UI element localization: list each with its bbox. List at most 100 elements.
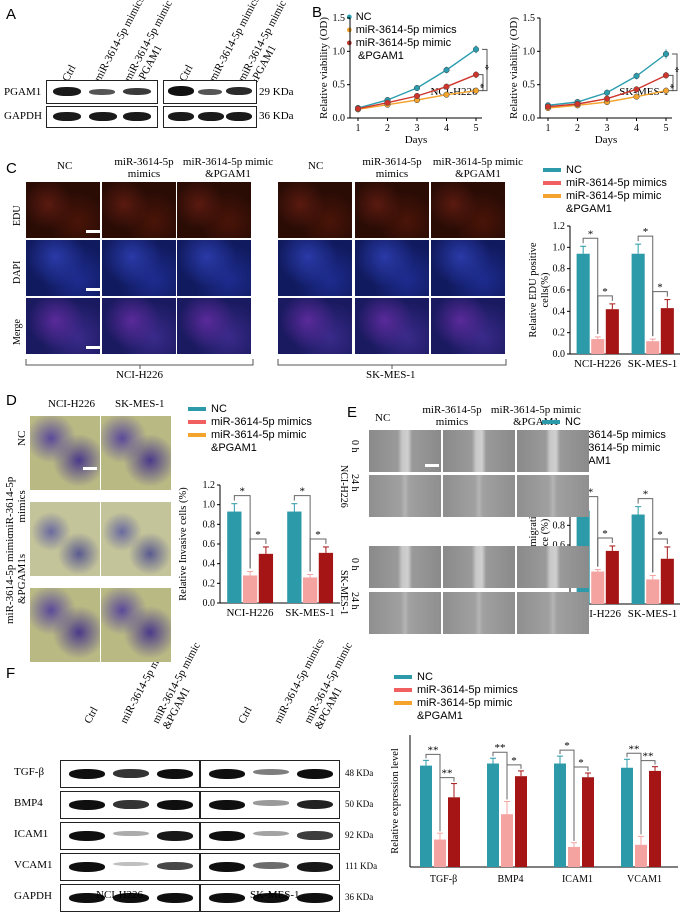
migration-image-tile bbox=[517, 430, 589, 472]
e-time-0h-bottom: 0 h bbox=[349, 558, 360, 571]
a-row-label-gapdh: GAPDH bbox=[4, 110, 42, 122]
data-point bbox=[443, 66, 450, 74]
y-axis-label: distance (%) bbox=[540, 518, 551, 571]
x-tick-label: 2 bbox=[385, 123, 390, 134]
c-legend: NC miR-3614-5p mimics miR-3614-5p mimic … bbox=[543, 164, 667, 216]
c-head-pgam1-right: miR-3614-5p mimic &PGAM1 bbox=[432, 156, 524, 180]
migration-image-tile bbox=[517, 546, 589, 588]
c-head-mimics-right: miR-3614-5p mimics bbox=[362, 156, 422, 180]
bar bbox=[576, 253, 590, 354]
y-tick-label: 0.8 bbox=[553, 264, 566, 275]
bar bbox=[631, 514, 645, 604]
bar bbox=[591, 339, 605, 354]
blot-band bbox=[113, 769, 149, 778]
d-col-nci-h226: NCI-H226 bbox=[48, 398, 96, 410]
edu-image-tile bbox=[26, 298, 100, 354]
bar bbox=[242, 575, 258, 603]
edu-image-tile bbox=[278, 182, 352, 238]
data-point bbox=[354, 105, 362, 112]
f-cell-sk-mes-1: SK-MES-1 bbox=[250, 889, 300, 901]
sig-star: * bbox=[299, 486, 305, 498]
blot-band bbox=[113, 831, 149, 836]
invasion-image-tile bbox=[101, 588, 171, 662]
bar bbox=[605, 309, 619, 354]
bar bbox=[258, 553, 274, 603]
c-cell-nci-h226: NCI-H226 bbox=[116, 369, 164, 381]
migration-image-tile bbox=[369, 475, 441, 517]
bar bbox=[646, 341, 660, 354]
y-tick-label: 0.2 bbox=[553, 328, 566, 339]
a-blot-pgam1-left bbox=[46, 80, 158, 104]
y-axis-label: Relative viability (OD) bbox=[318, 17, 330, 119]
viability-chart-nci-h226: 0.0 0.5 1.0 1.5 1 2 3 4 5 Days Relative viability … bbox=[318, 13, 495, 146]
y-tick-label: 0.5 bbox=[333, 80, 346, 91]
f-blot bbox=[200, 760, 340, 788]
invasion-image-tile bbox=[30, 416, 100, 490]
scale-bar bbox=[86, 230, 100, 233]
category-label: TGF-β bbox=[430, 874, 457, 885]
bar bbox=[515, 776, 527, 867]
sig-bracket bbox=[293, 495, 311, 572]
y-tick-label: 0.6 bbox=[553, 285, 566, 296]
f-blot bbox=[60, 760, 200, 788]
f-blot bbox=[60, 822, 200, 850]
x-tick-label: 4 bbox=[634, 123, 639, 134]
scale-bar bbox=[425, 464, 439, 467]
migration-image-tile bbox=[517, 475, 589, 517]
blot-band bbox=[209, 862, 245, 872]
blot-band bbox=[157, 800, 193, 810]
f-kda-label: 48 KDa bbox=[345, 768, 374, 778]
data-point bbox=[472, 87, 480, 94]
sig-bracket-outer bbox=[482, 48, 488, 92]
y-tick-label: 0.8 bbox=[553, 520, 566, 531]
b-legend: ● NC ● miR-3614-5p mimics ● miR-3614-5p … bbox=[346, 11, 457, 62]
sig-star: ** bbox=[442, 768, 453, 780]
f-blot bbox=[200, 791, 340, 819]
bar bbox=[318, 552, 334, 603]
edu-image-tile bbox=[355, 298, 429, 354]
y-tick-label: 0.6 bbox=[553, 540, 566, 551]
blot-band bbox=[113, 800, 149, 809]
b-legend-mimic-pgam1: miR-3614-5p mimic bbox=[355, 37, 452, 49]
data-point bbox=[603, 95, 611, 102]
edu-bar-chart: 0.0 0.2 0.4 0.6 0.8 1.0 1.2 Relative EDU positi… bbox=[528, 221, 680, 370]
x-tick-label: 3 bbox=[605, 123, 610, 134]
a-kda-36: 36 KDa bbox=[259, 110, 294, 122]
y-tick-label: 0.0 bbox=[523, 113, 536, 124]
bar bbox=[554, 763, 566, 867]
sig-bracket bbox=[652, 291, 668, 337]
sig-star: * bbox=[643, 489, 649, 501]
sig-bracket bbox=[637, 235, 654, 337]
blot-band bbox=[157, 862, 193, 871]
data-point bbox=[662, 72, 670, 79]
c-head-nc-left: NC bbox=[57, 160, 73, 172]
d-legend: NC miR-3614-5p mimics miR-3614-5p mimic … bbox=[188, 403, 312, 455]
migration-image-tile bbox=[443, 592, 515, 634]
x-tick-label: 5 bbox=[474, 123, 479, 134]
bar bbox=[448, 797, 460, 867]
sig-bracket-outer bbox=[672, 53, 678, 92]
sig-bracket bbox=[439, 777, 455, 832]
a-kda-29: 29 KDa bbox=[259, 86, 294, 98]
b-legend-pgam1: &PGAM1 bbox=[358, 50, 404, 62]
y-tick-label: 0.6 bbox=[203, 539, 216, 550]
sig-star: * bbox=[564, 740, 570, 752]
data-point bbox=[544, 103, 552, 110]
f-col-label-6: miR-3614-5p mimic &PGAM1 bbox=[302, 640, 355, 732]
x-tick-label: 1 bbox=[356, 123, 361, 134]
bar bbox=[487, 763, 499, 867]
bar bbox=[501, 814, 513, 867]
x-axis-label: Days bbox=[595, 134, 618, 146]
bar bbox=[660, 558, 674, 604]
bar bbox=[568, 846, 580, 867]
sig-star: ** bbox=[643, 751, 654, 763]
f-row-label: BMP4 bbox=[14, 797, 43, 809]
sig-bracket bbox=[249, 538, 267, 569]
blot-band bbox=[209, 831, 245, 841]
sig-star: * bbox=[657, 282, 663, 294]
blot-band bbox=[157, 831, 193, 841]
invasion-image-tile bbox=[101, 416, 171, 490]
c-row-edu: EDU bbox=[12, 205, 23, 226]
y-axis-label: cells(%) bbox=[540, 272, 551, 307]
f-row-label: TGF-β bbox=[14, 766, 45, 778]
